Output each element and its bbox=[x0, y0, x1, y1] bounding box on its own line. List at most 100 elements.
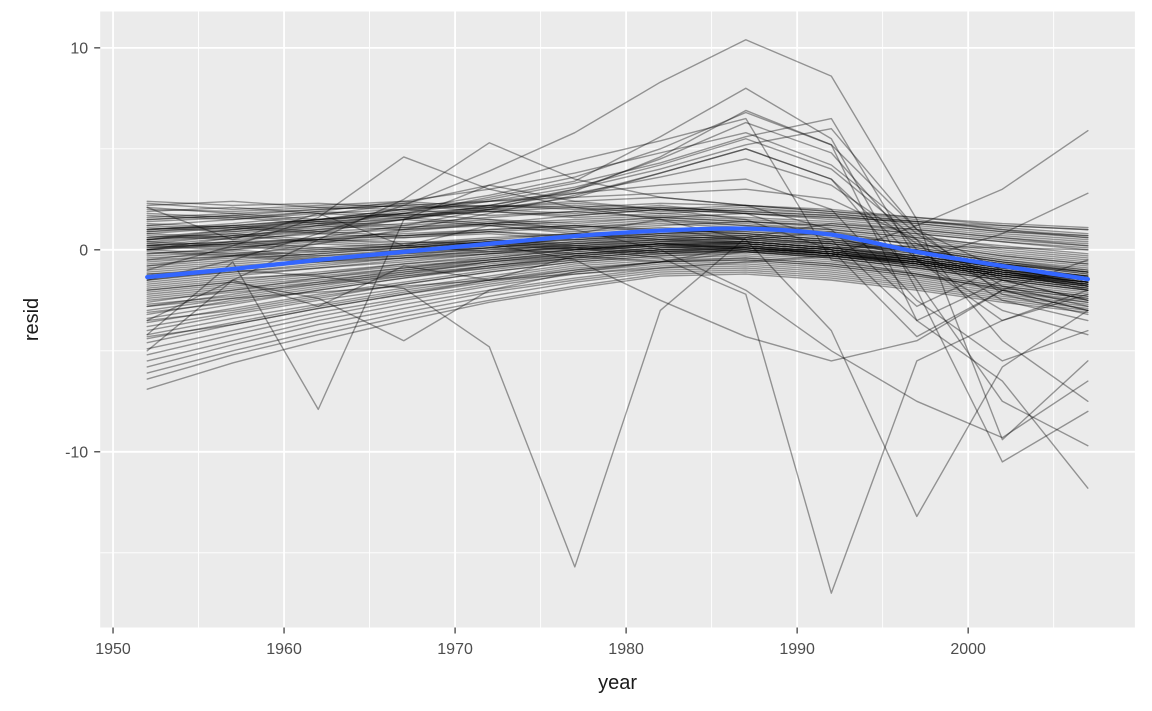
country-line bbox=[146, 184, 1089, 411]
country-line bbox=[146, 247, 1089, 316]
country-line bbox=[146, 131, 1089, 308]
country-line bbox=[146, 251, 1089, 322]
country-line bbox=[146, 241, 1089, 283]
country-line bbox=[146, 200, 1089, 231]
country-line bbox=[146, 245, 1089, 283]
y-tick-label: 10 bbox=[70, 40, 88, 57]
smooth-trend-line bbox=[145, 226, 1091, 282]
country-line bbox=[146, 261, 1089, 350]
country-line bbox=[146, 121, 1089, 322]
country-line bbox=[146, 257, 1089, 338]
country-line bbox=[146, 249, 1089, 320]
country-line bbox=[146, 247, 1089, 297]
country-line bbox=[146, 117, 1089, 322]
country-line bbox=[146, 245, 1089, 291]
country-line bbox=[146, 196, 1089, 308]
country-line bbox=[146, 265, 1089, 362]
country-line bbox=[146, 208, 1089, 241]
axis-tick-labels-layer: 1950 1960 1970 1980 1990 2000 -10 0 10 bbox=[65, 40, 986, 658]
country-line bbox=[146, 156, 1089, 271]
country-line bbox=[146, 273, 1089, 390]
country-line bbox=[146, 127, 1089, 316]
x-tick-label: 1970 bbox=[437, 641, 473, 658]
country-line bbox=[146, 224, 1089, 265]
panel-layer bbox=[100, 11, 1135, 628]
country-line bbox=[146, 253, 1089, 328]
country-line bbox=[146, 224, 1089, 518]
country-line bbox=[146, 210, 1089, 245]
country-line bbox=[146, 222, 1089, 568]
country-line bbox=[146, 243, 1089, 287]
country-line bbox=[146, 245, 1089, 281]
country-line bbox=[146, 87, 1089, 463]
country-line bbox=[146, 239, 1089, 594]
country-line bbox=[146, 148, 1089, 336]
country-line bbox=[146, 216, 1089, 249]
country-line bbox=[146, 109, 1089, 489]
country-line bbox=[146, 245, 1089, 293]
panel-background bbox=[100, 11, 1135, 628]
country-line bbox=[146, 245, 1089, 352]
country-line bbox=[146, 206, 1089, 267]
country-line bbox=[146, 251, 1089, 299]
x-tick-label: 1960 bbox=[266, 641, 302, 658]
country-line bbox=[146, 228, 1089, 265]
country-line bbox=[146, 249, 1089, 295]
country-line bbox=[146, 204, 1089, 322]
country-line bbox=[146, 259, 1089, 344]
country-line bbox=[146, 111, 1089, 291]
country-line bbox=[146, 220, 1089, 261]
country-line bbox=[146, 158, 1089, 312]
country-line bbox=[146, 237, 1089, 277]
country-line bbox=[146, 208, 1089, 338]
country-line bbox=[146, 243, 1089, 308]
country-line bbox=[146, 212, 1089, 439]
country-line bbox=[146, 148, 1089, 447]
country-line bbox=[146, 218, 1089, 259]
country-line bbox=[146, 243, 1089, 283]
x-tick-label: 1950 bbox=[95, 641, 131, 658]
country-line bbox=[146, 255, 1089, 332]
country-line bbox=[146, 202, 1089, 239]
y-tick-label: 0 bbox=[79, 242, 88, 259]
country-line bbox=[146, 243, 1089, 306]
country-line bbox=[146, 129, 1089, 308]
series-lines-layer bbox=[146, 39, 1089, 594]
x-axis-title: year bbox=[598, 672, 637, 694]
country-line bbox=[146, 224, 1089, 263]
country-line bbox=[146, 239, 1089, 281]
country-line bbox=[146, 142, 1089, 322]
country-line bbox=[146, 200, 1089, 237]
country-line bbox=[146, 245, 1089, 312]
country-line bbox=[146, 247, 1089, 314]
smooth-line-layer bbox=[145, 226, 1091, 282]
y-tick-label: -10 bbox=[65, 444, 88, 461]
country-line bbox=[146, 214, 1089, 247]
axis-ticks-layer bbox=[94, 47, 969, 634]
country-line bbox=[146, 251, 1089, 324]
country-line bbox=[146, 216, 1089, 251]
country-line bbox=[146, 263, 1089, 356]
country-line bbox=[146, 138, 1089, 302]
y-axis-title: resid bbox=[21, 298, 43, 341]
x-tick-label: 1990 bbox=[779, 641, 815, 658]
country-line bbox=[146, 241, 1089, 304]
country-line bbox=[146, 241, 1089, 285]
country-line bbox=[146, 243, 1089, 289]
x-tick-label: 2000 bbox=[950, 641, 986, 658]
country-line bbox=[146, 241, 1089, 281]
country-line bbox=[146, 200, 1089, 235]
country-line bbox=[146, 243, 1089, 283]
country-line bbox=[146, 206, 1089, 239]
country-line bbox=[146, 249, 1089, 302]
gridlines-layer bbox=[100, 11, 1135, 628]
country-line bbox=[146, 204, 1089, 237]
country-line bbox=[146, 178, 1089, 362]
country-line bbox=[146, 239, 1089, 279]
country-line bbox=[146, 241, 1089, 277]
x-tick-label: 1980 bbox=[608, 641, 644, 658]
country-line bbox=[146, 239, 1089, 281]
country-line bbox=[146, 247, 1089, 285]
